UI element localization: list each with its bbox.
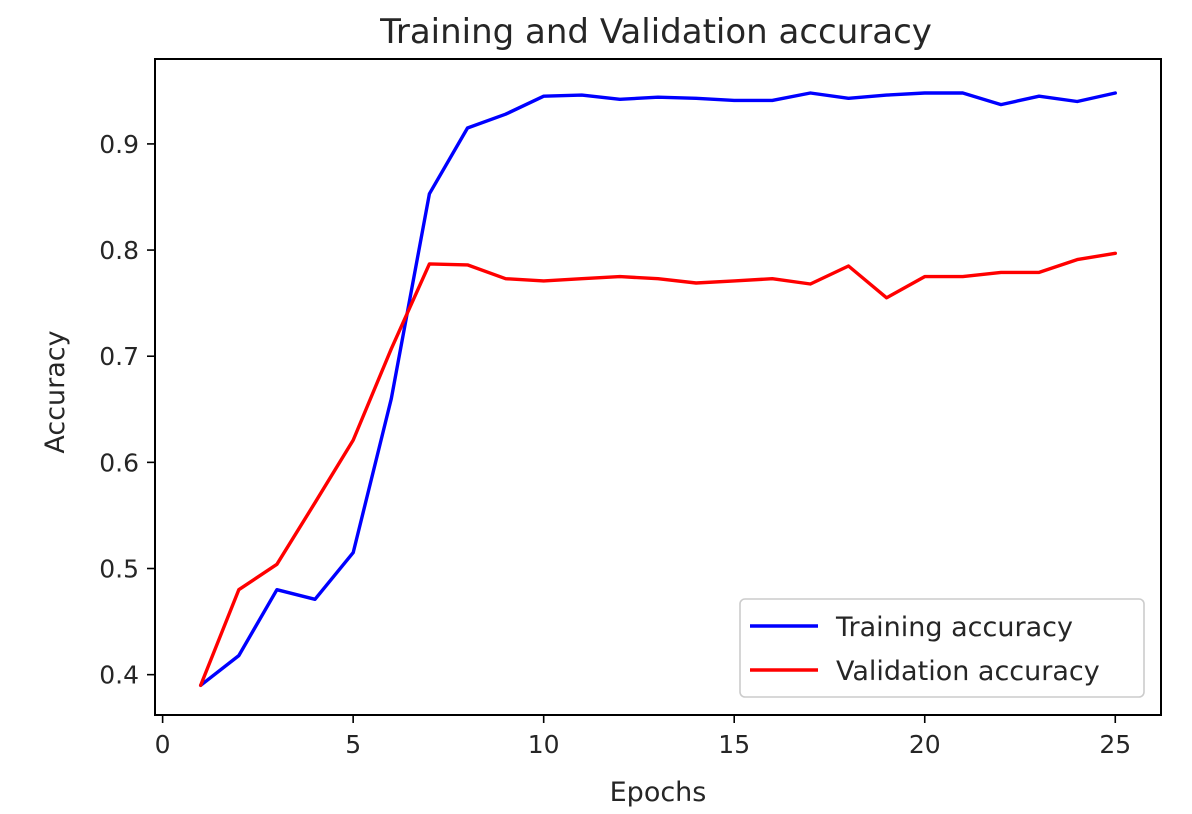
x-tick-label: 15	[718, 730, 750, 759]
data-layer	[198, 91, 1118, 687]
y-axis-label: Accuracy	[40, 330, 71, 453]
series-line-training	[198, 91, 1118, 687]
legend-label: Validation accuracy	[836, 656, 1100, 687]
x-tick-label: 5	[345, 730, 361, 759]
y-tick-label: 0.6	[99, 448, 139, 477]
x-tick-label: 0	[155, 730, 171, 759]
x-axis-label: Epochs	[610, 777, 707, 808]
x-tick-label: 25	[1099, 730, 1131, 759]
y-tick-label: 0.9	[99, 130, 139, 159]
ticks-layer: 0 5 10 15 20 25 0.4 0.5 0.6 0.7 0.8 0.9	[99, 130, 1131, 759]
series-line-validation	[198, 251, 1118, 687]
plot-frame	[154, 58, 1162, 716]
y-tick-label: 0.4	[99, 661, 139, 690]
x-tick-label: 20	[909, 730, 941, 759]
x-tick-label: 10	[528, 730, 560, 759]
chart-title: Training and Validation accuracy	[379, 12, 932, 52]
legend-box	[739, 598, 1145, 698]
legend: Training accuracy Validation accuracy	[739, 598, 1145, 698]
y-tick-label: 0.5	[99, 555, 139, 584]
legend-label: Training accuracy	[835, 612, 1073, 643]
y-tick-label: 0.7	[99, 342, 139, 371]
y-tick-label: 0.8	[99, 236, 139, 265]
